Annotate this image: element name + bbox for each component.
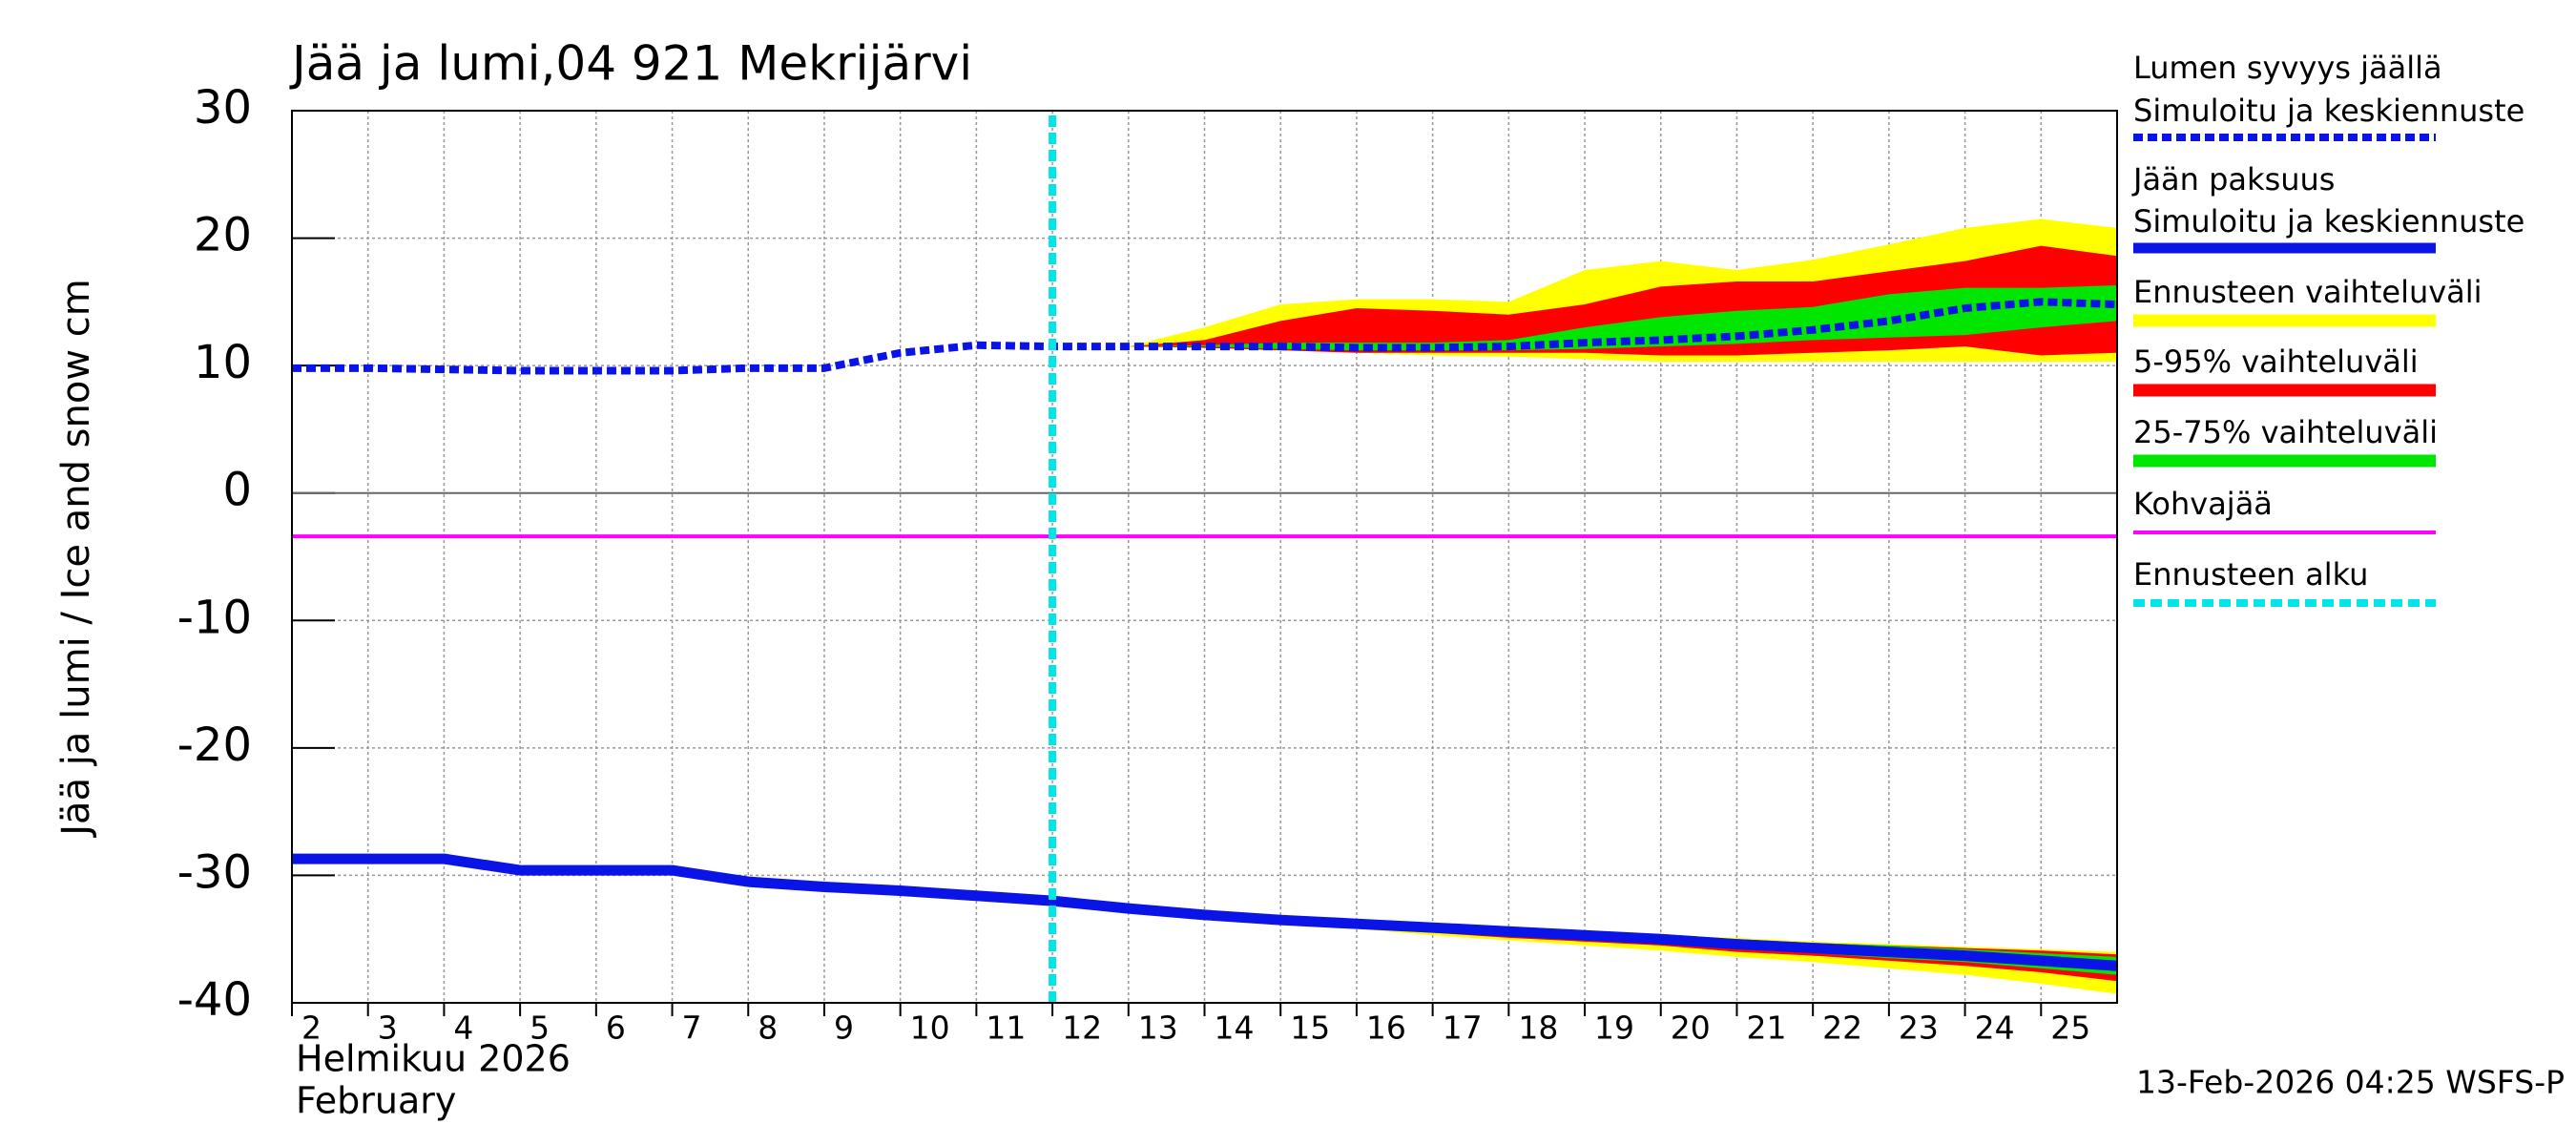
x-tick-label: 3 <box>378 1010 398 1047</box>
y-tick-label: 30 <box>194 81 252 135</box>
legend-label: Ennusteen vaihteluväli <box>2133 274 2483 310</box>
x-tick-label: 14 <box>1215 1010 1255 1047</box>
x-tick-label: 20 <box>1671 1010 1711 1047</box>
month-label-en: February <box>296 1080 456 1122</box>
x-tick-label: 19 <box>1594 1010 1634 1047</box>
y-axis-label: Jää ja lumi / Ice and snow cm <box>54 279 98 838</box>
x-tick-label: 8 <box>758 1010 778 1047</box>
plot-frame <box>291 110 2118 1004</box>
x-tick-label: 15 <box>1290 1010 1330 1047</box>
legend-label: 25-75% vaihteluväli <box>2133 414 2438 450</box>
x-tick-label: 23 <box>1899 1010 1939 1047</box>
band-snow <box>1128 284 2117 351</box>
series-line <box>292 853 2118 971</box>
legend-label: Kohvajää <box>2133 486 2273 522</box>
x-tick-label: 24 <box>1975 1010 2015 1047</box>
x-tick-label: 16 <box>1366 1010 1406 1047</box>
x-tick-label: 7 <box>682 1010 702 1047</box>
chart-title: Jää ja lumi,04 921 Mekrijärvi <box>289 36 972 92</box>
y-tick-label: 10 <box>194 336 252 389</box>
x-tick-label: 17 <box>1443 1010 1483 1047</box>
legend-label: Lumen syvyys jäällä <box>2133 50 2442 86</box>
x-tick-label: 5 <box>530 1010 550 1047</box>
y-tick-label: -10 <box>177 591 252 644</box>
y-tick-label: -40 <box>177 973 252 1027</box>
x-tick-label: 10 <box>910 1010 950 1047</box>
legend-label: Simuloitu ja keskiennuste <box>2133 93 2524 129</box>
y-tick-label: -20 <box>177 718 252 772</box>
y-tick-label: 0 <box>222 464 252 517</box>
x-tick-label: 22 <box>1822 1010 1862 1047</box>
x-tick-label: 18 <box>1518 1010 1558 1047</box>
month-label: Helmikuu 2026 <box>296 1038 571 1080</box>
x-tick-label: 25 <box>2050 1010 2090 1047</box>
x-tick-label: 6 <box>606 1010 626 1047</box>
legend-label: 5-95% vaihteluväli <box>2133 344 2419 380</box>
x-tick-label: 13 <box>1138 1010 1178 1047</box>
legend-label: Simuloitu ja keskiennuste <box>2133 203 2524 239</box>
y-tick-label: 20 <box>194 209 252 262</box>
y-tick-label: -30 <box>177 845 252 899</box>
series-line <box>292 298 2118 375</box>
footer: 13-Feb-2026 04:25 WSFS-P <box>2136 1064 2565 1101</box>
x-tick-label: 4 <box>453 1010 473 1047</box>
legend-label: Ennusteen alku <box>2133 556 2368 593</box>
x-tick-label: 2 <box>301 1010 322 1047</box>
x-tick-label: 21 <box>1746 1010 1786 1047</box>
legend-label: Jään paksuus <box>2131 161 2335 198</box>
x-tick-label: 12 <box>1062 1010 1102 1047</box>
x-tick-label: 11 <box>986 1010 1026 1047</box>
x-tick-label: 9 <box>834 1010 854 1047</box>
